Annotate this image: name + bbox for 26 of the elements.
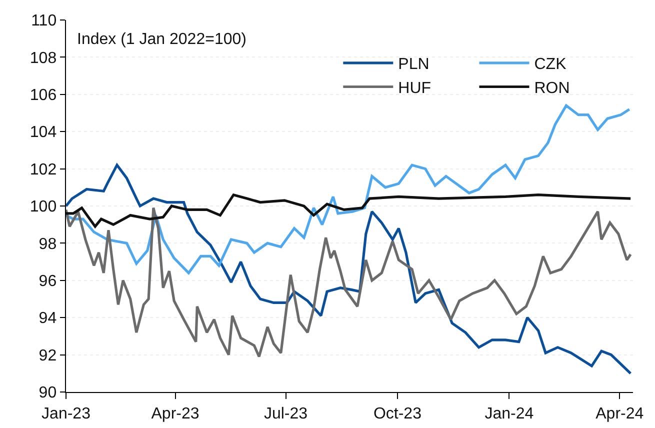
y-tick-label: 110 (31, 12, 57, 30)
line-series (66, 164, 632, 375)
line-series (66, 206, 632, 358)
y-tick-label: 106 (30, 87, 57, 104)
y-tick-label: 92 (38, 347, 57, 364)
line-series (66, 104, 631, 274)
y-tick-label: 94 (38, 310, 57, 328)
y-tick-label: 96 (38, 273, 57, 290)
x-tick-label: Jul-23 (264, 405, 308, 422)
y-tick-label: 100 (30, 198, 57, 216)
legend-label: HUF (398, 80, 432, 97)
x-tick-label: Oct-23 (373, 405, 422, 422)
y-tick-label: 102 (30, 161, 57, 178)
y-axis-title: Index (1 Jan 2022=100) (77, 31, 246, 48)
legend-label: RON (534, 80, 570, 97)
legend-label: PLN (398, 56, 430, 74)
x-tick-label: Jan-23 (42, 405, 91, 422)
x-tick-label: Jan-24 (484, 405, 534, 422)
x-tick-label: Apr-24 (596, 405, 644, 422)
y-tick-label: 108 (30, 50, 57, 67)
y-tick-label: 90 (38, 384, 57, 402)
y-tick-label: 98 (38, 236, 57, 253)
legend-label: CZK (534, 56, 567, 74)
line-series (66, 194, 632, 228)
y-tick-label: 104 (30, 124, 57, 142)
x-tick-label: Apr-23 (151, 405, 200, 422)
